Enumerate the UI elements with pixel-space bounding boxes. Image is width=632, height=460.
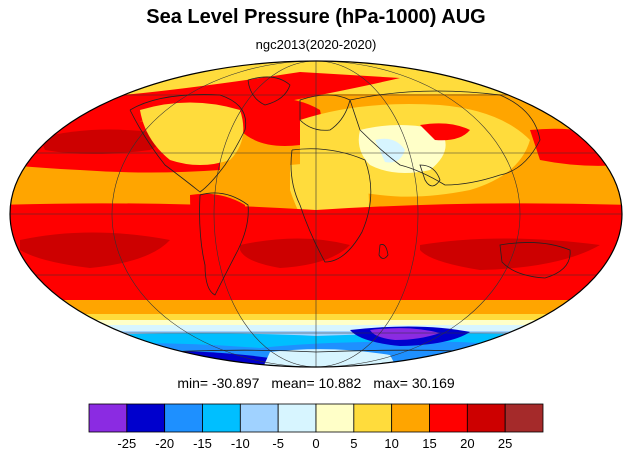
colorbar-swatch (277, 403, 317, 433)
colorbar-swatch (391, 403, 430, 433)
colorbar-tick-label: -5 (272, 436, 284, 451)
colorbar-tick-label: -10 (230, 436, 250, 451)
mollweide-map (9, 60, 623, 368)
field-south-core-3 (420, 238, 600, 270)
coast-madagascar (378, 244, 389, 259)
field-so-lowest (370, 328, 440, 340)
stat-mean-value: 10.882 (318, 375, 362, 391)
graticule (10, 61, 622, 367)
colorbar-tick-label: 0 (312, 436, 320, 451)
plot-title: Sea Level Pressure (hPa-1000) AUG (146, 6, 486, 28)
stat-max-label: max= (373, 375, 408, 391)
field-antarctica (260, 349, 400, 367)
colorbar-swatch (88, 403, 128, 433)
field-south-core-1 (20, 232, 170, 268)
coast-australia (499, 242, 571, 279)
colorbar-swatch (164, 403, 203, 433)
coast-asia (349, 90, 541, 186)
colorbar-swatch (429, 403, 468, 433)
field-arabia-low (375, 138, 405, 163)
colorbar-tick-label: -25 (117, 436, 137, 451)
stat-min-value: -30.897 (211, 375, 260, 391)
coast-india (419, 164, 441, 187)
colorbar-tick-label: 20 (460, 436, 475, 451)
coast-greenland (247, 76, 291, 106)
field-namerica (140, 102, 244, 165)
colorbar (88, 403, 544, 433)
colorbar-swatch (239, 403, 279, 433)
colorbar-tick-label: -20 (155, 436, 175, 451)
colorbar-tick-label: 25 (497, 436, 513, 451)
plot-subtitle: ngc2013(2020-2020) (255, 37, 377, 52)
colorbar-swatch (202, 403, 241, 433)
field-tibet (420, 123, 470, 141)
colorbar-tick-label: 5 (350, 436, 358, 451)
field-south-core-2 (240, 238, 350, 268)
stats-line: min= -30.897 mean= 10.882 max= 30.169 (0, 375, 632, 391)
colorbar-tick-label: 10 (384, 436, 399, 451)
colorbar-tick-label: 15 (422, 436, 437, 451)
stat-min: min= -30.897 (177, 375, 259, 391)
colorbar-swatch (353, 403, 393, 433)
coast-north-america (129, 94, 247, 193)
stat-mean-label: mean= (271, 375, 315, 391)
stat-min-label: min= (177, 375, 209, 391)
pressure-field (10, 61, 622, 367)
coast-europe (299, 94, 351, 131)
colorbar-swatch (504, 403, 544, 433)
stat-max-value: 30.169 (411, 375, 455, 391)
stat-mean: mean= 10.882 (271, 375, 361, 391)
colorbar-swatch (466, 403, 506, 433)
stat-max: max= 30.169 (373, 375, 454, 391)
field-npac-east (530, 128, 620, 166)
globe-outline (9, 60, 623, 368)
meridian-60 (213, 61, 419, 367)
coast-south-america (199, 192, 249, 296)
coast-africa (290, 148, 372, 263)
colorbar-swatch (315, 403, 355, 433)
colorbar-swatch (126, 403, 166, 433)
meridian-120 (111, 61, 521, 367)
field-natl-high-core (40, 129, 160, 154)
colorbar-tick-label: -15 (193, 436, 212, 451)
